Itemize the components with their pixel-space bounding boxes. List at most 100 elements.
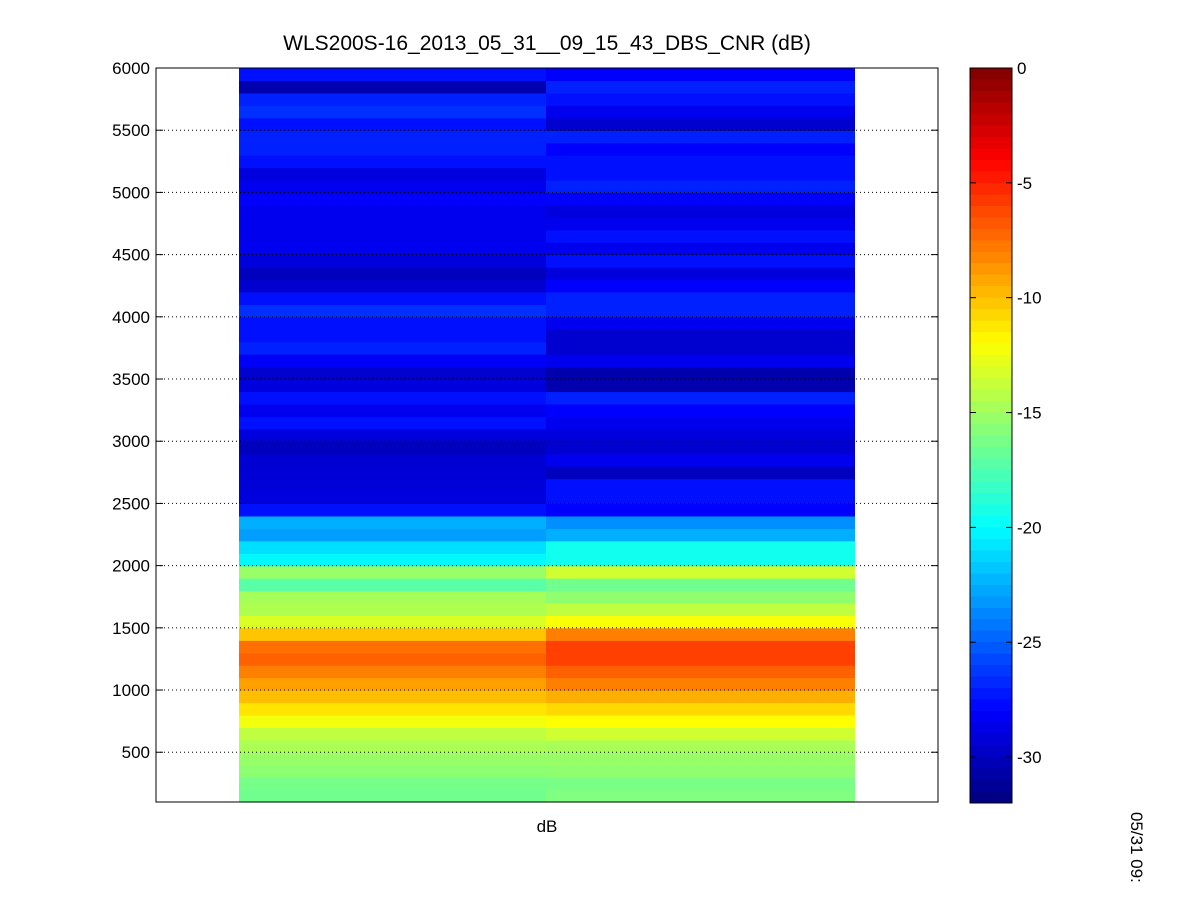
heatmap-cell [546,714,855,728]
heatmap-cell [546,204,855,218]
heatmap-cell [239,727,546,741]
heatmap-cell [239,229,546,243]
colorbar-tick-label: -25 [1017,633,1042,652]
heatmap-cell [546,279,855,293]
y-axis-ticks: 500 1000 1500 2000 2500 3000 3500 4000 4500 5000 5… [112,59,938,762]
heatmap-cell [546,627,855,641]
heatmap-cell [239,478,546,492]
y-tick-label: 4000 [112,308,150,327]
heatmap-cell [239,80,546,94]
y-tick-label: 6000 [112,59,150,78]
heatmap-cell [239,528,546,542]
heatmap-cell [546,92,855,106]
heatmap-cell [546,254,855,268]
plot-frame [155,67,939,803]
colorbar-gradient [969,67,1013,804]
heatmap-cell [239,789,546,803]
heatmap-cell [546,578,855,592]
heatmap-cell [239,490,546,505]
heatmap-cell [239,702,546,716]
heatmap-cell [546,490,855,505]
heatmap-cell [546,267,855,281]
heatmap-cell [239,204,546,218]
heatmap-cell [546,142,855,156]
y-tick-label: 3000 [112,432,150,451]
heatmap-cells [239,68,855,803]
y-tick-label: 5000 [112,183,150,202]
x-axis-label: dB [537,817,558,836]
heatmap-cell [546,341,855,355]
heatmap-cell [239,366,546,380]
heatmap-cell [546,565,855,579]
heatmap-cell [239,354,546,368]
heatmap-cell [239,677,546,691]
heatmap-cell [546,466,855,480]
heatmap-cell [239,441,546,455]
heatmap-cell [239,428,546,442]
heatmap-cell [546,615,855,629]
heatmap-cell [546,217,855,231]
heatmap-cell [546,428,855,442]
heatmap-cell [239,777,546,791]
heatmap-cell [546,441,855,455]
heatmap-cell [239,602,546,616]
heatmap-cell [546,752,855,766]
heatmap-cell [546,117,855,131]
y-tick-label: 2000 [112,557,150,576]
heatmap-cell [239,627,546,641]
heatmap-cell [546,553,855,567]
heatmap-cell [239,142,546,156]
y-tick-label: 500 [122,743,150,762]
heatmap-cell [546,540,855,554]
heatmap-cell [546,453,855,467]
heatmap-cell [546,727,855,741]
heatmap-cell [239,515,546,529]
heatmap-cell [546,528,855,542]
heatmap-cell [546,179,855,194]
colorbar-tick-label: -5 [1017,174,1032,193]
heatmap-cell [546,316,855,330]
heatmap-cell [239,92,546,106]
heatmap-cell [239,254,546,268]
heatmap-cell [546,665,855,679]
heatmap-cell [546,391,855,405]
heatmap-cell [546,478,855,492]
side-timestamp-label: 05/31 09: [1127,812,1146,883]
heatmap-cell [239,117,546,131]
heatmap-cell [239,68,546,82]
heatmap-cell [239,242,546,256]
colorbar-tick-label: -30 [1017,748,1042,767]
heatmap-cell [546,229,855,243]
heatmap-cell [546,304,855,318]
heatmap-cell [239,391,546,405]
heatmap-cell [546,403,855,417]
heatmap-cell [239,690,546,704]
heatmap-cell [239,192,546,206]
heatmap-cell [546,329,855,343]
heatmap-cell [239,341,546,355]
colorbar-tick-label: -10 [1017,289,1042,308]
heatmap-cell [239,379,546,393]
colorbar-tick-label: -20 [1017,518,1042,537]
heatmap-cell [239,304,546,318]
heatmap-cell [239,503,546,517]
heatmap-cell [239,155,546,169]
heatmap-cell [239,578,546,592]
heatmap-cell [239,105,546,119]
chart-title: WLS200S-16_2013_05_31__09_15_43_DBS_CNR … [283,32,811,55]
y-tick-label: 1500 [112,619,150,638]
heatmap-cell [239,714,546,728]
heatmap-cell [546,68,855,82]
heatmap-cell [239,217,546,231]
heatmap-cell [239,130,546,144]
y-tick-label: 1000 [112,681,150,700]
heatmap-cell [546,739,855,753]
heatmap-cell [239,416,546,430]
colorbar-ticks: -30 -25 -20 -15 -10 -5 0 [970,59,1042,767]
colorbar-tick-label: -15 [1017,404,1042,423]
heatmap-cell [239,167,546,181]
heatmap-cell [239,329,546,343]
heatmap-cell [239,316,546,330]
colorbar-tick-label: 0 [1017,59,1026,78]
